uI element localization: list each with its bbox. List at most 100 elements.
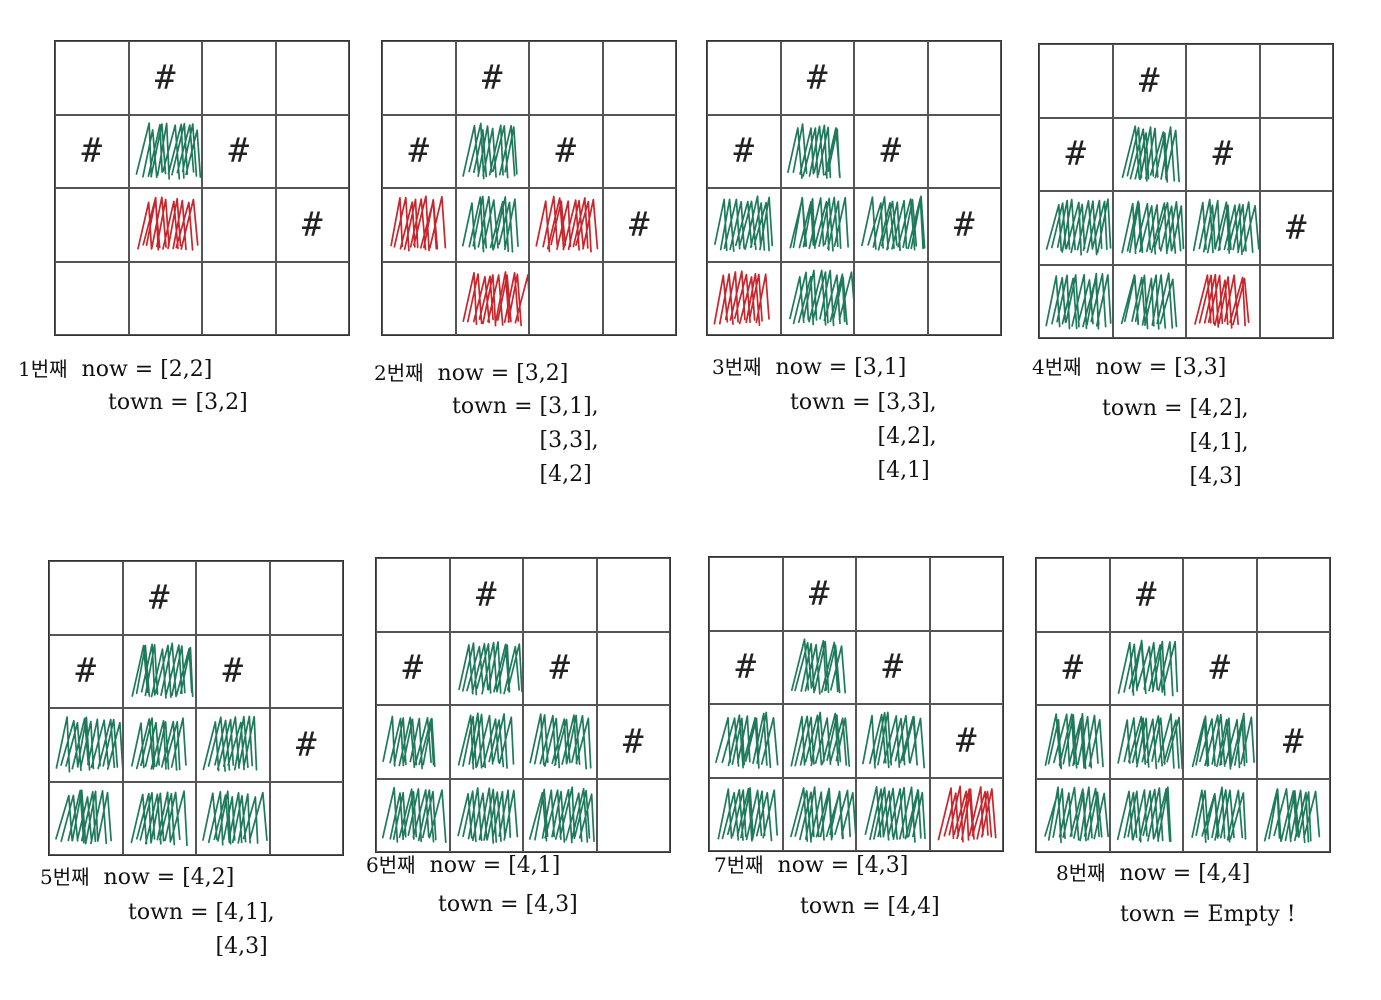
now-value: [4,1] (508, 853, 561, 878)
grid-cell (1256, 631, 1330, 705)
wall-hash: # (1062, 648, 1083, 689)
scribble-fill (1117, 639, 1178, 696)
grid-cell (382, 261, 456, 335)
grid-cell (709, 777, 783, 851)
now-value: [2,2] (160, 357, 213, 382)
grid-cell: # (449, 558, 523, 632)
now-value: [3,2] (516, 361, 569, 386)
grid-cell (202, 188, 276, 262)
scribble-fill (714, 195, 774, 252)
grid-cell (709, 557, 783, 631)
grid-cell: # (709, 630, 783, 704)
town-item: Empty ! (1207, 902, 1296, 927)
grid-cell (854, 41, 928, 115)
grid-cell: # (128, 41, 202, 115)
grid-cell: # (1109, 558, 1183, 632)
town-list: [4,3] (526, 888, 578, 922)
grid-cell (523, 705, 597, 779)
town-item: [4,3] (1189, 464, 1242, 489)
grid-cell (128, 261, 202, 335)
town-label: town = (128, 900, 209, 925)
scribble-fill (715, 711, 779, 769)
scribble-fill (461, 270, 528, 327)
wall-hash: # (549, 648, 570, 689)
grid-cell (854, 261, 928, 335)
grid-cell (927, 114, 1001, 188)
grid-cell (376, 778, 450, 852)
grid-cell (1183, 778, 1257, 852)
grid-cell: # (529, 114, 603, 188)
wall-hash: # (882, 647, 903, 688)
step-label: 2번째 (374, 361, 424, 385)
grid-cell: # (1039, 117, 1113, 191)
grid-cell: # (1256, 705, 1330, 779)
step-label: 6번째 (366, 853, 416, 877)
scribble-fill (202, 715, 258, 772)
town-item: [4,1], (1189, 430, 1249, 455)
wall-hash: # (1065, 134, 1086, 175)
grid-cell: # (602, 188, 676, 262)
now-label: now = (429, 853, 502, 878)
step-label: 7번째 (714, 853, 764, 877)
town-block: town = [3,1], [3,3], [4,2] (452, 390, 599, 492)
scribble-fill (457, 640, 522, 695)
grid-cell (1259, 264, 1333, 338)
wall-hash: # (1212, 134, 1233, 175)
scribble-fill (713, 269, 770, 326)
grid-step-3: # # # # (706, 40, 1002, 336)
grid-cell (596, 631, 670, 705)
now-label: now = (777, 853, 850, 878)
grid-cell: # (856, 630, 930, 704)
grid-step-4: # # # # (1038, 43, 1334, 339)
now-label: now = (437, 361, 510, 386)
now-value: [3,1] (854, 355, 907, 380)
grid-cell (1036, 778, 1110, 852)
grid-cell (1039, 191, 1113, 265)
grid-cell (856, 704, 930, 778)
wall-hash: # (228, 131, 249, 172)
grid-cell (529, 188, 603, 262)
scribble-fill (1116, 713, 1182, 770)
grid-cell (275, 261, 349, 335)
grid-cell: # (202, 114, 276, 188)
scribble-fill (390, 195, 447, 252)
grid-cell (196, 781, 270, 855)
grid-cell (382, 188, 456, 262)
scribble-fill (529, 713, 592, 770)
scribble-fill (789, 196, 849, 252)
grid-cell (927, 261, 1001, 335)
grid-step-5: # # # # (48, 560, 344, 856)
town-list: [3,2] (196, 386, 248, 420)
scribble-fill (1120, 271, 1177, 330)
grid-cell (128, 188, 202, 262)
wall-hash: # (809, 573, 830, 614)
grid-cell (1112, 191, 1186, 265)
grid-cell (707, 41, 781, 115)
town-item: [3,3], (877, 390, 937, 415)
grid-step-1: # # # # (54, 40, 350, 336)
grid-cell (1183, 558, 1257, 632)
grid-cell (1109, 631, 1183, 705)
grid-cell (196, 708, 270, 782)
grid-cell (1183, 705, 1257, 779)
wall-hash: # (222, 651, 243, 692)
now-line: 5번째 now = [4,2] (40, 860, 234, 895)
grid-cell (1036, 705, 1110, 779)
now-value: [4,4] (1198, 861, 1251, 886)
grid-cell (856, 777, 930, 851)
grid-cell (269, 781, 343, 855)
wall-hash: # (408, 131, 429, 172)
now-value: [4,3] (856, 853, 909, 878)
now-value: [4,2] (182, 865, 235, 890)
grid-cell (49, 561, 123, 635)
grid-cell (449, 705, 523, 779)
wall-hash: # (956, 720, 977, 761)
grid-cell (376, 705, 450, 779)
wall-hash: # (482, 57, 503, 98)
scribble-fill (135, 121, 201, 180)
now-line: 8번째 now = [4,4] (1056, 856, 1250, 891)
wall-hash: # (75, 651, 96, 692)
grid-cell (856, 557, 930, 631)
scribble-fill (1194, 273, 1250, 329)
scribble-fill (861, 195, 926, 252)
